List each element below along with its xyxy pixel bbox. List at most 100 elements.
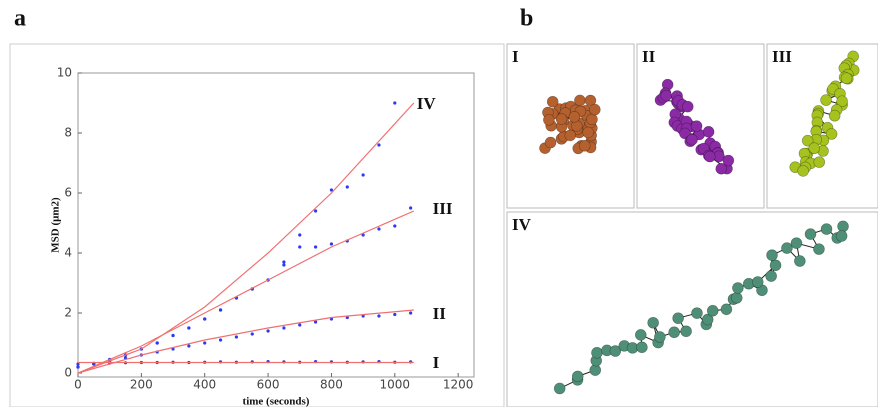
data-point bbox=[203, 317, 207, 321]
fit-line bbox=[77, 210, 415, 374]
y-tick-label: 6 bbox=[64, 186, 72, 200]
panel-roman: IV bbox=[512, 215, 532, 234]
data-point bbox=[266, 329, 270, 333]
data-point bbox=[361, 233, 365, 237]
particle bbox=[582, 126, 594, 139]
particle bbox=[765, 270, 777, 282]
data-point bbox=[250, 332, 254, 336]
x-tick-label: 400 bbox=[193, 378, 216, 392]
data-point bbox=[345, 185, 349, 189]
data-point bbox=[234, 335, 238, 339]
x-tick-label: 1000 bbox=[380, 378, 411, 392]
data-point bbox=[218, 308, 223, 312]
particle bbox=[589, 103, 601, 116]
particle bbox=[546, 95, 559, 108]
particle bbox=[781, 242, 793, 254]
particle bbox=[680, 325, 692, 338]
particle bbox=[609, 345, 622, 357]
particle bbox=[553, 382, 566, 395]
particle bbox=[672, 312, 684, 324]
data-point bbox=[377, 314, 381, 318]
particle bbox=[586, 113, 598, 126]
y-tick-label: 4 bbox=[64, 246, 72, 260]
data-point bbox=[314, 209, 318, 213]
data-point bbox=[76, 362, 80, 366]
data-point bbox=[298, 245, 302, 249]
particle bbox=[555, 113, 568, 125]
particle bbox=[813, 156, 826, 168]
y-tick-label: 2 bbox=[64, 306, 72, 320]
data-point bbox=[361, 173, 365, 177]
trajectory bbox=[553, 220, 849, 395]
y-axis-label: MSD (μm2) bbox=[50, 197, 62, 253]
particle bbox=[654, 331, 666, 343]
particle bbox=[647, 316, 659, 329]
particle bbox=[722, 154, 735, 167]
particle bbox=[544, 136, 557, 149]
x-tick-label: 1200 bbox=[443, 378, 474, 392]
particle bbox=[679, 127, 691, 140]
particle bbox=[794, 255, 806, 267]
particle bbox=[837, 220, 849, 233]
panel-label: b bbox=[520, 6, 533, 32]
data-point bbox=[298, 233, 302, 237]
data-point bbox=[314, 245, 318, 249]
panel-roman: I bbox=[512, 47, 519, 66]
data-point bbox=[314, 320, 318, 324]
particle bbox=[804, 228, 817, 240]
series-label: III bbox=[433, 199, 453, 218]
particle bbox=[681, 100, 694, 113]
particle bbox=[801, 134, 814, 147]
particle bbox=[704, 150, 716, 163]
y-tick-label: 0 bbox=[64, 366, 72, 380]
data-point bbox=[282, 326, 286, 330]
x-axis-label: time (seconds) bbox=[243, 396, 310, 407]
data-point bbox=[393, 101, 397, 105]
particle bbox=[568, 110, 581, 123]
data-point bbox=[187, 344, 191, 348]
data-point bbox=[377, 143, 381, 147]
fit-line bbox=[77, 309, 414, 374]
particle bbox=[836, 95, 848, 108]
trajectory bbox=[539, 94, 601, 155]
panel-roman: III bbox=[772, 47, 792, 66]
particle bbox=[660, 89, 672, 102]
data-point bbox=[329, 242, 334, 246]
x-tick-label: 800 bbox=[320, 378, 343, 392]
data-point bbox=[171, 333, 175, 338]
particle bbox=[591, 346, 603, 359]
particle bbox=[730, 292, 743, 304]
panel-roman: II bbox=[642, 47, 656, 66]
particle bbox=[808, 142, 820, 155]
x-tick-label: 600 bbox=[257, 378, 280, 392]
particle bbox=[584, 94, 597, 107]
y-tick-label: 8 bbox=[64, 126, 72, 140]
y-tick-label: 10 bbox=[57, 66, 72, 80]
particle bbox=[835, 230, 848, 242]
particle bbox=[564, 129, 577, 142]
plot-frame bbox=[77, 72, 475, 378]
particle bbox=[691, 307, 703, 319]
trajectory bbox=[789, 50, 860, 177]
particle bbox=[701, 313, 714, 326]
particle bbox=[828, 109, 841, 122]
particle bbox=[820, 223, 833, 235]
data-point bbox=[409, 311, 413, 315]
particle bbox=[634, 329, 647, 341]
particle bbox=[813, 243, 825, 255]
particle bbox=[686, 133, 698, 146]
data-point bbox=[155, 341, 159, 345]
particle bbox=[578, 139, 591, 152]
x-tick-label: 0 bbox=[74, 378, 82, 392]
particle bbox=[702, 126, 715, 138]
x-tick-label: 200 bbox=[130, 378, 153, 392]
data-point bbox=[203, 341, 207, 345]
particle bbox=[720, 303, 733, 316]
data-point bbox=[187, 326, 191, 330]
panel-label: a bbox=[14, 6, 26, 32]
data-point bbox=[282, 260, 286, 264]
particle bbox=[769, 259, 782, 272]
particle bbox=[543, 114, 555, 126]
